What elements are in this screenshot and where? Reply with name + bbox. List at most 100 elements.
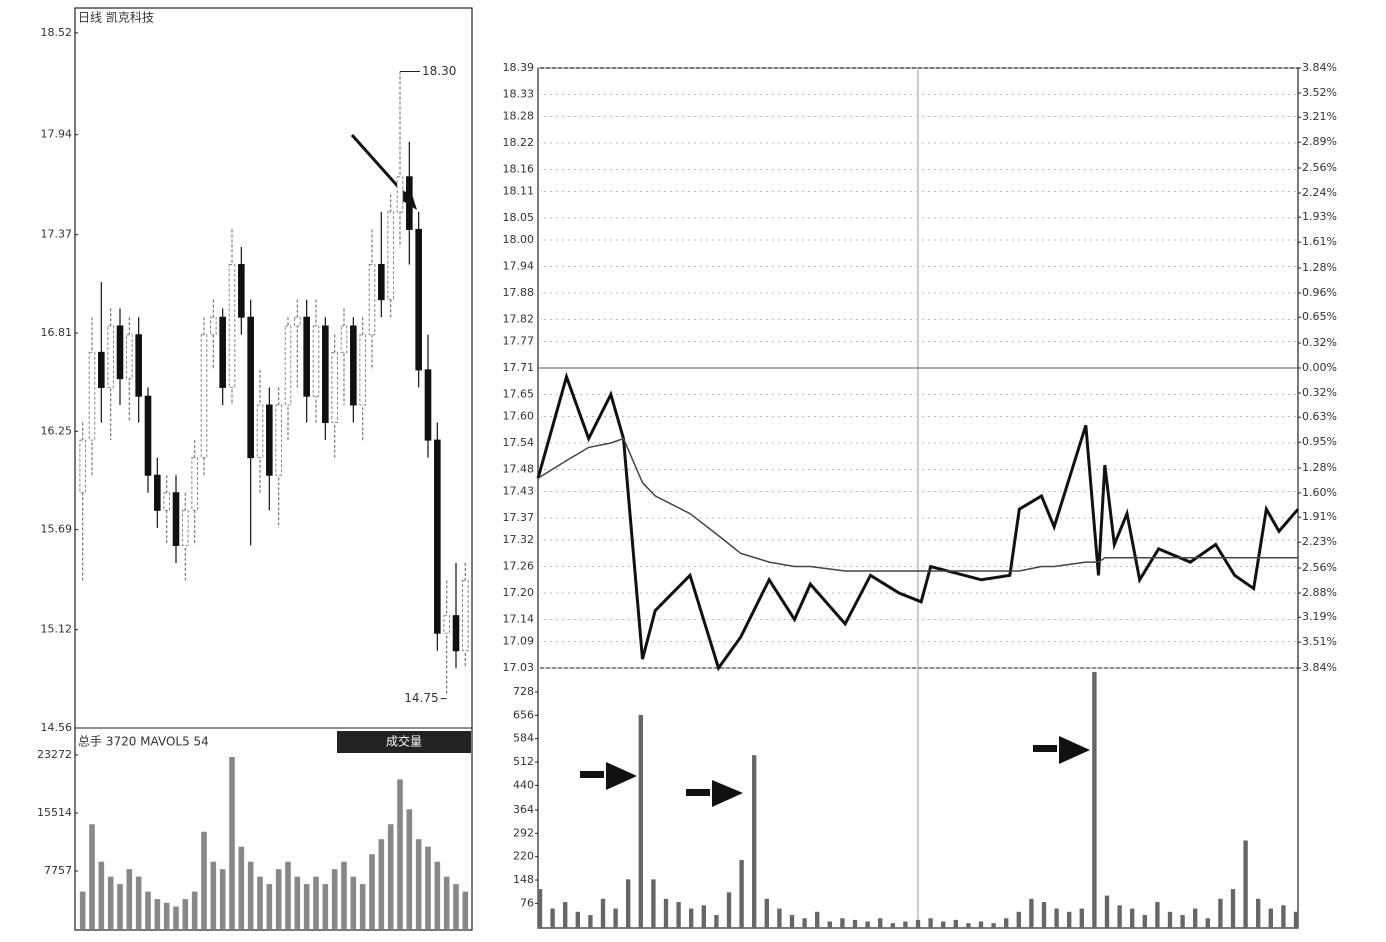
volume-bar bbox=[117, 884, 123, 929]
y-tick-label: 15.12 bbox=[41, 623, 73, 636]
y-tick-label: 17.88 bbox=[503, 286, 535, 299]
volume-bar bbox=[1155, 902, 1160, 928]
price-line bbox=[537, 437, 1298, 572]
candle-body bbox=[88, 351, 96, 441]
volume-bar bbox=[941, 921, 946, 928]
volume-bar bbox=[739, 859, 744, 928]
y-tick-label: 17.43 bbox=[503, 485, 535, 498]
candle-body bbox=[303, 316, 310, 397]
y2-tick-label: 2.56% bbox=[1302, 161, 1337, 174]
y2-tick-label: 3.84% bbox=[1302, 661, 1337, 674]
volume-bar bbox=[210, 861, 217, 929]
candle-body bbox=[154, 474, 161, 511]
y-tick-label: 440 bbox=[513, 778, 534, 791]
candle-body bbox=[424, 369, 432, 441]
volume-bar bbox=[1230, 889, 1236, 928]
y2-tick-label: 3.21% bbox=[1302, 110, 1337, 123]
volume-bar bbox=[145, 891, 151, 929]
y-tick-label: 17.32 bbox=[503, 533, 535, 546]
y-tick-label: 292 bbox=[513, 826, 534, 839]
y-tick-label: 15.69 bbox=[41, 523, 73, 536]
volume-bar bbox=[1293, 911, 1299, 928]
volume-bar bbox=[802, 918, 807, 928]
y-tick-label: 18.52 bbox=[41, 26, 73, 39]
volume-bar bbox=[1193, 908, 1198, 928]
daily-frame bbox=[74, 7, 473, 931]
y-tick-label: 18.22 bbox=[503, 136, 535, 149]
y-tick-label: 23272 bbox=[37, 748, 72, 761]
volume-bar bbox=[991, 923, 996, 928]
candle-body bbox=[228, 264, 236, 388]
volume-button[interactable] bbox=[337, 731, 471, 753]
candle-body bbox=[312, 325, 320, 397]
candle-body bbox=[396, 176, 404, 213]
candle-body bbox=[200, 334, 208, 459]
volume-bar bbox=[247, 861, 254, 929]
price-line bbox=[536, 371, 1300, 672]
arrow bbox=[580, 771, 604, 778]
volume-bar bbox=[341, 861, 347, 929]
y2-tick-label: 0.96% bbox=[1302, 286, 1337, 299]
y-tick-label: 364 bbox=[513, 803, 534, 816]
arrow-head bbox=[606, 762, 637, 790]
y2-tick-label: 2.24% bbox=[1302, 186, 1337, 199]
volume-bar bbox=[1256, 898, 1261, 928]
y2-tick-label: 1.60% bbox=[1302, 486, 1337, 499]
y-tick-label: 18.39 bbox=[503, 61, 535, 74]
candle-body bbox=[191, 457, 198, 511]
volume-bar bbox=[387, 824, 394, 929]
volume-bar bbox=[1029, 898, 1034, 928]
volume-bar bbox=[953, 919, 958, 928]
volume-bar bbox=[978, 921, 984, 928]
arrow-head bbox=[712, 780, 743, 807]
volume-bar bbox=[852, 919, 858, 928]
y-tick-label: 656 bbox=[513, 708, 534, 721]
volume-title: 总手 3720 MAVOL5 54 bbox=[78, 735, 209, 749]
volume-bar bbox=[1041, 902, 1047, 928]
y2-tick-label: 0.00% bbox=[1302, 361, 1337, 374]
volume-bar bbox=[107, 876, 114, 929]
candle-body bbox=[368, 264, 376, 336]
volume-bar bbox=[313, 876, 319, 929]
volume-bar bbox=[257, 876, 263, 929]
y-tick-label: 17.77 bbox=[503, 335, 535, 348]
candle-body bbox=[238, 264, 245, 318]
volume-bar bbox=[154, 899, 161, 929]
volume-bar bbox=[303, 884, 310, 929]
volume-bar bbox=[726, 892, 732, 928]
y-tick-label: 17.37 bbox=[503, 511, 535, 524]
volume-bar bbox=[1104, 895, 1110, 928]
candle-body bbox=[163, 492, 170, 511]
candle-body bbox=[350, 325, 357, 406]
candle-body bbox=[462, 580, 469, 652]
candle-body bbox=[284, 325, 292, 406]
y-tick-label: 148 bbox=[513, 873, 534, 886]
volume-bar bbox=[1004, 918, 1009, 928]
volume-bar bbox=[1243, 840, 1248, 928]
volume-bar bbox=[1142, 915, 1147, 928]
y-tick-label: 17.60 bbox=[503, 410, 535, 423]
candle-body bbox=[378, 264, 385, 301]
volume-button-label[interactable]: 成交量 bbox=[386, 734, 422, 749]
candle-body bbox=[126, 334, 133, 380]
y-tick-label: 17.14 bbox=[503, 612, 535, 625]
volume-bar bbox=[135, 876, 142, 929]
candle-body bbox=[340, 325, 348, 353]
volume-bar bbox=[537, 889, 543, 928]
volume-bar bbox=[865, 921, 870, 928]
volume-bar bbox=[182, 899, 189, 929]
volume-bar bbox=[903, 921, 908, 928]
candle-body bbox=[256, 404, 264, 459]
volume-bar bbox=[378, 839, 385, 929]
y-tick-label: 18.28 bbox=[503, 110, 535, 123]
volume-bar bbox=[266, 884, 273, 929]
y-tick-label: 18.05 bbox=[503, 211, 535, 224]
volume-bar bbox=[163, 902, 170, 929]
candle-body bbox=[98, 351, 105, 388]
volume-bar bbox=[701, 905, 706, 928]
volume-bar bbox=[397, 779, 403, 929]
candle-body bbox=[172, 492, 180, 546]
y-tick-label: 18.11 bbox=[503, 185, 535, 198]
volume-bar bbox=[126, 869, 133, 929]
